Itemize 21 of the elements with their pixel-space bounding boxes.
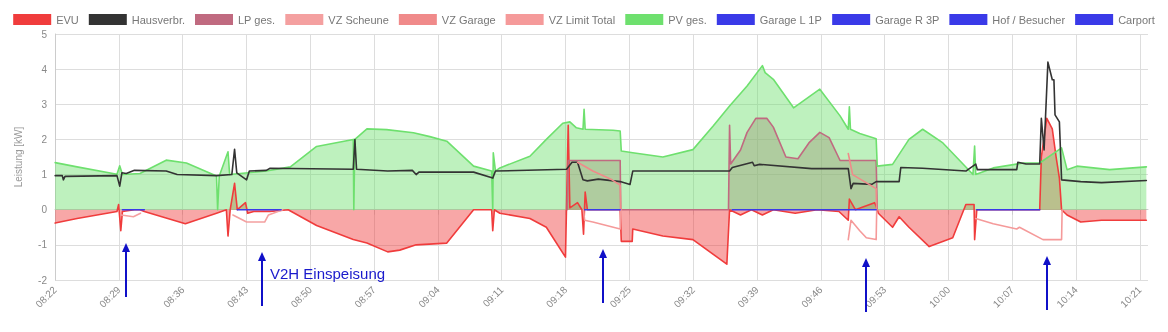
legend-label: VZ Scheune [328, 13, 389, 26]
legend-label: EVU [56, 13, 79, 26]
y-tick-label: 4 [41, 63, 48, 75]
y-tick-label: 5 [41, 28, 48, 40]
y-axis-title: Leistung [kW] [12, 126, 24, 188]
legend-label: Garage L 1P [759, 13, 822, 26]
annotation: V2H Einspeisung [270, 265, 386, 282]
y-tick-label: 3 [41, 98, 48, 110]
legend-label: VZ Limit Total [548, 13, 616, 26]
y-tick-label: 2 [41, 133, 48, 145]
legend-label: PV ges. [668, 13, 707, 26]
y-tick-label: 0 [41, 204, 48, 216]
y-tick-label: -1 [38, 239, 48, 251]
legend-label: Hof / Besucher [992, 13, 1066, 26]
legend-label: Carport [1118, 13, 1155, 26]
legend-label: Hausverbr. [131, 13, 186, 26]
y-tick-label: -2 [38, 274, 48, 286]
legend-label: Garage R 3P [875, 13, 940, 26]
y-tick-label: 1 [41, 169, 48, 181]
legend-label: VZ Garage [441, 13, 496, 26]
legend-label: LP ges. [238, 13, 276, 26]
